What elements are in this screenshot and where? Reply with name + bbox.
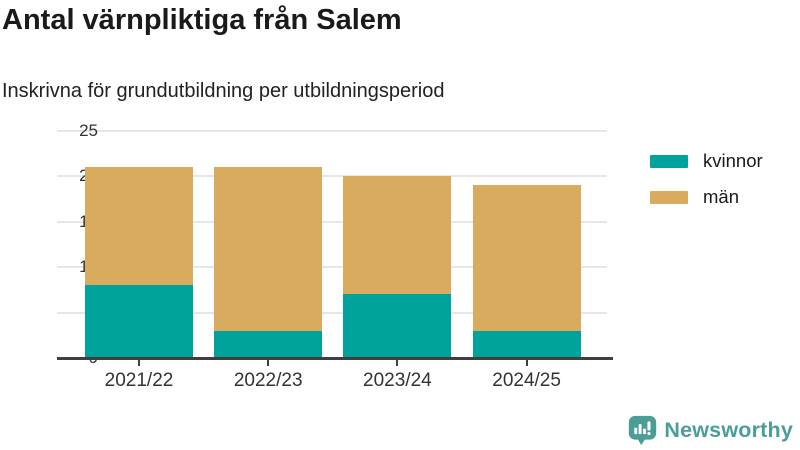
bar-segment-kvinnor-2021/22 bbox=[85, 285, 193, 358]
bar-segment-män-2023/24 bbox=[343, 176, 452, 295]
gridline bbox=[57, 266, 607, 269]
x-tick bbox=[138, 360, 140, 366]
x-tick-label: 2021/22 bbox=[104, 370, 174, 391]
legend-swatch-man bbox=[650, 190, 688, 204]
bar-segment-kvinnor-2023/24 bbox=[343, 294, 452, 358]
legend-label-man: män bbox=[703, 186, 739, 207]
bar-segment-män-2021/22 bbox=[85, 167, 193, 286]
x-axis-line bbox=[57, 357, 613, 360]
newsworthy-bubble-chart-icon bbox=[629, 415, 657, 446]
gridline bbox=[57, 175, 607, 178]
legend-swatch-kvinnor bbox=[650, 154, 688, 168]
legend-item-man: män bbox=[650, 186, 763, 208]
x-tick bbox=[396, 360, 399, 366]
gridline bbox=[57, 130, 607, 132]
x-tick-label: 2023/24 bbox=[363, 370, 432, 391]
gridline bbox=[57, 311, 607, 314]
bar-segment-män-2022/23 bbox=[214, 167, 323, 331]
x-tick bbox=[525, 360, 528, 366]
newsworthy-logo: Newsworthy bbox=[627, 414, 793, 447]
y-tick-label: 25 bbox=[79, 121, 98, 140]
chart-subtitle: Inskrivna för grundutbildning per utbild… bbox=[2, 80, 445, 102]
gridline bbox=[57, 220, 607, 223]
x-tick-label: 2024/25 bbox=[492, 370, 561, 391]
bar-segment-kvinnor-2022/23 bbox=[214, 330, 323, 358]
bar-segment-kvinnor-2024/25 bbox=[472, 330, 581, 358]
x-tick bbox=[267, 360, 270, 366]
legend: kvinnor män bbox=[650, 150, 763, 222]
legend-label-kvinnor: kvinnor bbox=[703, 150, 763, 171]
newsworthy-wordmark: Newsworthy bbox=[664, 418, 793, 442]
legend-item-kvinnor: kvinnor bbox=[650, 150, 763, 172]
bar-segment-män-2024/25 bbox=[472, 185, 581, 331]
x-tick-label: 2022/23 bbox=[233, 370, 303, 391]
chart-title: Antal värnpliktiga från Salem bbox=[2, 4, 402, 36]
